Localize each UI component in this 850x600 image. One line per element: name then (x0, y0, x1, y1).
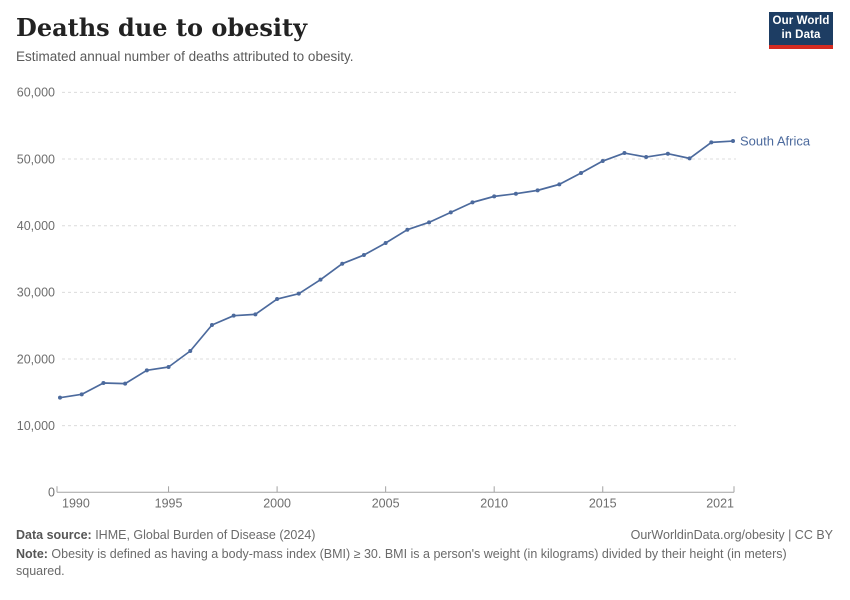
data-point (166, 364, 171, 369)
y-tick-label: 60,000 (17, 86, 55, 100)
data-point (405, 227, 410, 232)
x-tick-label: 2000 (263, 496, 291, 510)
owid-logo-line2: in Data (781, 28, 821, 41)
page-subtitle: Estimated annual number of deaths attrib… (16, 48, 354, 64)
data-point (231, 313, 236, 318)
data-point (600, 159, 605, 164)
data-point (383, 241, 388, 246)
x-tick-label: 2010 (480, 496, 508, 510)
chart-area: 0 10,000 20,000 30,000 40,000 50,000 60,000 199… (0, 80, 850, 520)
y-tick-label: 30,000 (17, 286, 55, 300)
y-tick-label: 10,000 (17, 419, 55, 433)
x-tick-label: 2015 (589, 496, 617, 510)
data-point (687, 156, 692, 161)
data-point (579, 171, 584, 176)
data-point (275, 297, 280, 302)
data-source-value: IHME, Global Burden of Disease (2024) (91, 528, 316, 542)
data-point (209, 323, 214, 328)
data-point (470, 200, 475, 205)
chart-canvas[interactable]: 0 10,000 20,000 30,000 40,000 50,000 60,000 199… (0, 80, 850, 520)
x-tick-label: 1990 (62, 496, 90, 510)
owid-logo[interactable]: Our World in Data (769, 12, 833, 49)
x-tick-label: 1995 (155, 496, 183, 510)
data-point (188, 349, 193, 354)
y-tick-label: 50,000 (17, 152, 55, 166)
data-series-line (59, 140, 734, 399)
chart-header: Deaths due to obesity Estimated annual n… (0, 0, 850, 64)
footer: Data source: IHME, Global Burden of Dise… (16, 527, 833, 579)
data-point (318, 277, 323, 282)
y-tick-label: 20,000 (17, 352, 55, 366)
footer-note: Note: Obesity is defined as having a bod… (16, 546, 833, 579)
footer-source-row: Data source: IHME, Global Burden of Dise… (16, 527, 833, 543)
data-point (644, 155, 649, 160)
data-point (492, 194, 497, 199)
data-point (622, 151, 627, 156)
data-point (448, 210, 453, 215)
data-point (101, 380, 106, 385)
data-point (535, 188, 540, 193)
data-point (253, 312, 258, 317)
data-point (557, 182, 562, 187)
note-value: Obesity is defined as having a body-mass… (16, 547, 787, 578)
page-title: Deaths due to obesity (16, 13, 308, 42)
x-tick-label: 2005 (372, 496, 400, 510)
data-source-text: Data source: IHME, Global Burden of Dise… (16, 527, 315, 543)
data-point (79, 392, 84, 397)
owid-logo-line1: Our World (772, 15, 830, 27)
y-tick-label: 40,000 (17, 219, 55, 233)
owid-cc-by-link[interactable]: OurWorldinData.org/obesity | CC BY (630, 528, 833, 542)
note-label: Note: (16, 547, 48, 562)
data-point (361, 253, 366, 258)
data-point (58, 395, 62, 400)
data-source-label: Data source: (16, 528, 92, 542)
data-point (513, 191, 518, 196)
series-end-label: South Africa (740, 134, 811, 149)
data-point (340, 261, 345, 266)
data-point (123, 381, 128, 386)
data-point (665, 151, 670, 156)
x-tick-label: 2021 (706, 496, 734, 510)
y-tick-label: 0 (48, 486, 55, 500)
data-point (709, 140, 714, 145)
data-point (731, 139, 735, 144)
data-point (427, 220, 432, 225)
data-point (144, 368, 149, 373)
data-point (296, 291, 301, 296)
